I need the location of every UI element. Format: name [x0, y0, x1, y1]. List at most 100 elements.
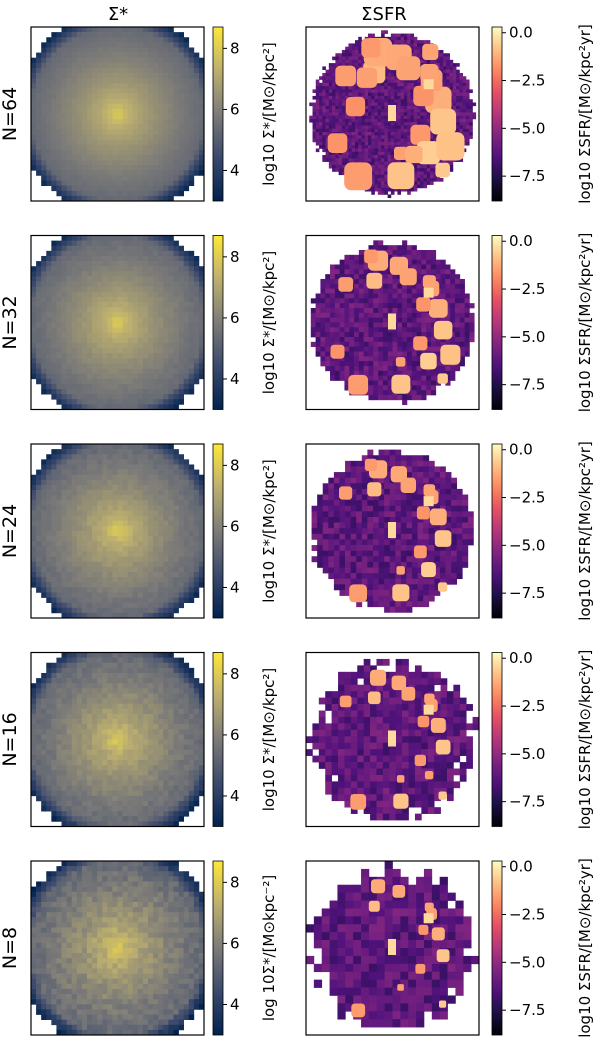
- sfr-pixel: [384, 145, 388, 149]
- sfr-pixel: [335, 161, 339, 166]
- sfr-pixel: [402, 341, 408, 348]
- mass-pixel: [193, 337, 200, 344]
- mass-pixel: [46, 165, 52, 171]
- sfr-pixel: [349, 370, 355, 377]
- mass-pixel: [122, 276, 129, 282]
- sfr-pixel: [459, 361, 465, 367]
- sfr-pixel: [459, 293, 465, 299]
- mass-pixel: [163, 139, 169, 146]
- sfr-pixel: [392, 250, 398, 256]
- mass-pixel: [56, 342, 62, 349]
- sfr-pixel: [377, 105, 382, 110]
- mass-pixel: [81, 185, 88, 192]
- mass-pixel: [36, 261, 42, 267]
- sfr-pixel: [462, 99, 467, 103]
- mass-pixel: [61, 245, 67, 252]
- mass-pixel: [178, 307, 184, 313]
- mass-colorbar-tick-label: 8: [230, 248, 240, 266]
- mass-pixel: [102, 32, 108, 38]
- sfr-pixel: [387, 288, 393, 294]
- sfr-pixel: [384, 105, 388, 110]
- mass-pixel: [66, 57, 73, 64]
- mass-pixel: [92, 327, 98, 334]
- mass-pixel: [132, 240, 139, 247]
- sfr-pixel: [394, 122, 398, 126]
- mass-pixel: [61, 358, 67, 364]
- mass-pixel: [97, 358, 103, 364]
- sfr-pixel: [338, 86, 343, 90]
- mass-pixel: [86, 286, 93, 293]
- sfr-pixel: [406, 288, 413, 294]
- sfr-pixel: [345, 158, 349, 162]
- mass-pixel: [173, 291, 179, 298]
- sfr-pixel: [430, 375, 437, 381]
- sfr-pixel: [465, 102, 470, 107]
- sfr-pixel: [374, 171, 379, 176]
- sfr-pixel: [459, 82, 464, 87]
- sfr-pixel: [421, 254, 427, 261]
- mass-pixel: [183, 317, 190, 323]
- mass-pixel: [142, 266, 149, 272]
- sfr-pixel: [319, 145, 323, 149]
- sfr-pixel: [315, 89, 320, 94]
- sfr-pixel: [315, 132, 320, 136]
- mass-pixel: [51, 180, 57, 186]
- mass-pixel: [142, 342, 149, 349]
- mass-pixel: [76, 302, 83, 308]
- mass-pixel: [127, 57, 134, 64]
- mass-pixel: [51, 129, 57, 135]
- sfr-pixel: [416, 327, 422, 333]
- mass-pixel: [112, 180, 118, 186]
- mass-pixel: [76, 108, 83, 115]
- sfr-pixel: [390, 76, 395, 80]
- mass-pixel: [112, 124, 118, 130]
- sfr-pixel: [364, 145, 369, 149]
- mass-pixel: [86, 348, 93, 354]
- sfr-pixel: [368, 312, 374, 319]
- sfr-pixel: [394, 92, 398, 97]
- mass-pixel: [142, 245, 149, 252]
- mass-pixel: [148, 114, 154, 120]
- sfr-pixel: [403, 141, 408, 146]
- sfr-pixel: [430, 269, 437, 275]
- mass-pixel: [56, 114, 62, 120]
- sfr-pixel: [452, 76, 457, 80]
- mass-pixel: [97, 291, 103, 298]
- mass-pixel: [193, 73, 200, 79]
- mass-pixel: [148, 139, 154, 146]
- mass-pixel: [178, 348, 184, 354]
- mass-pixel: [183, 42, 190, 48]
- mass-pixel: [188, 250, 195, 257]
- mass-pixel: [132, 291, 139, 298]
- mass-pixel: [183, 348, 190, 354]
- mass-pixel: [173, 47, 179, 53]
- mass-pixel: [173, 103, 179, 110]
- sfr-pixel: [435, 317, 441, 323]
- mass-pixel: [61, 134, 67, 140]
- sfr-pixel: [332, 155, 336, 159]
- sfr-pixel: [328, 99, 333, 103]
- mass-pixel: [163, 129, 169, 135]
- mass-pixel: [142, 83, 149, 89]
- mass-pixel: [61, 255, 67, 262]
- mass-pixel: [56, 47, 62, 53]
- sfr-pixel: [387, 298, 393, 304]
- sfr-pixel: [413, 46, 418, 51]
- sfr-pixel: [371, 174, 375, 179]
- sfr-pixel: [338, 125, 343, 130]
- mass-pixel: [86, 170, 93, 176]
- mass-pixel: [71, 119, 78, 125]
- sfr-pixel: [450, 303, 456, 309]
- mass-pixel: [51, 322, 57, 328]
- sfr-pixel: [341, 164, 346, 169]
- mass-pixel: [168, 378, 174, 385]
- mass-pixel: [188, 291, 195, 298]
- sfr-pixel: [440, 337, 446, 343]
- sfr-pixel: [378, 361, 384, 367]
- sfr-pixel: [430, 380, 437, 386]
- mass-pixel: [51, 307, 57, 313]
- mass-pixel: [148, 37, 154, 43]
- sfr-pixel: [426, 385, 432, 391]
- mass-pixel: [193, 88, 200, 94]
